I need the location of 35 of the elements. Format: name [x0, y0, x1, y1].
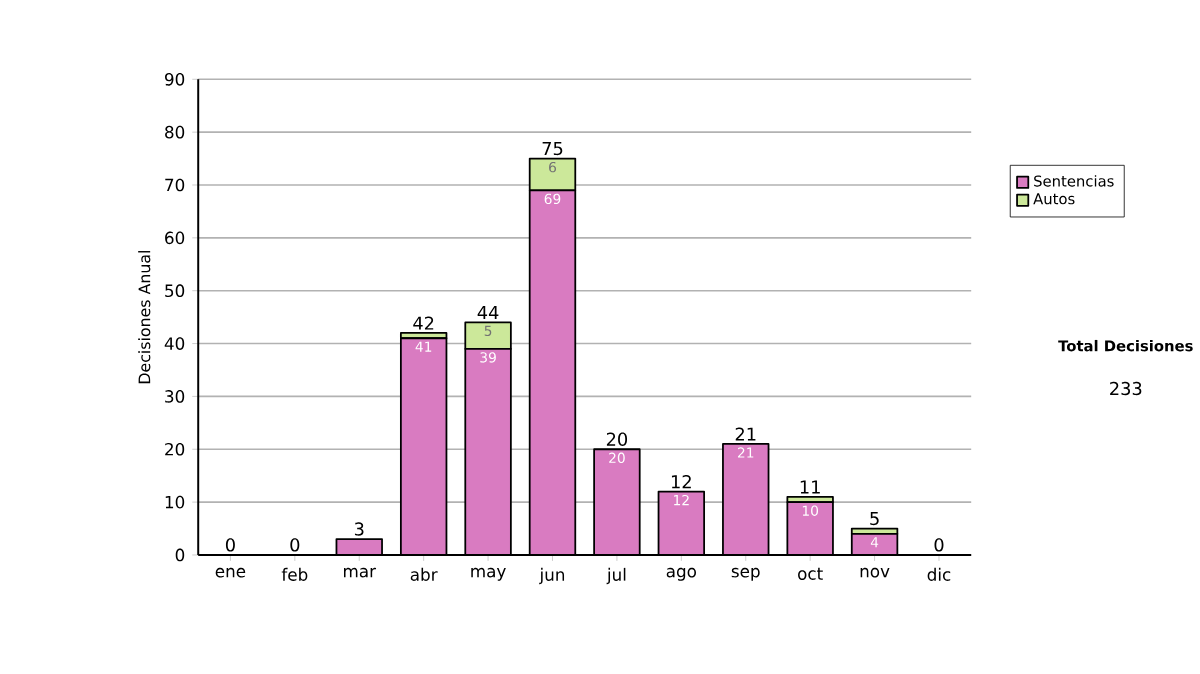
y-tick-label: 60	[165, 231, 185, 245]
total-label: 20	[606, 432, 628, 446]
x-tick-label: jun	[539, 567, 565, 585]
y-tick-label: 10	[165, 495, 185, 509]
total-label: 12	[671, 475, 691, 489]
total-label: 44	[477, 306, 499, 320]
total-label: 0	[934, 538, 944, 552]
x-tick-label: dic	[927, 567, 951, 581]
total-label: 0	[225, 538, 235, 552]
total-label: 3	[354, 522, 364, 536]
y-tick-label: 20	[165, 442, 185, 456]
total-label: 11	[800, 480, 820, 494]
x-tick-label: sep	[731, 567, 760, 581]
x-tick-label: oct	[798, 567, 823, 580]
x-tick-label: may	[471, 567, 506, 581]
y-tick-label: 50	[165, 284, 185, 298]
total-label: 42	[413, 316, 434, 330]
x-tick-label: feb	[281, 567, 308, 581]
x-tick-label: jul	[606, 567, 626, 585]
y-tick-label: 30	[165, 390, 185, 403]
total-label: 75	[542, 142, 563, 156]
x-tick-label: mar	[344, 567, 377, 578]
y-tick-label: 70	[165, 178, 185, 192]
y-tick-label: 80	[165, 125, 185, 139]
total-label: 0	[290, 538, 300, 552]
total-label: 5	[870, 512, 879, 526]
y-tick-label: 0	[175, 548, 185, 562]
text: 233	[1110, 381, 1142, 396]
x-tick-label: nov	[860, 567, 890, 578]
y-tick-label: 40	[164, 337, 185, 350]
y-tick-label: 90	[164, 73, 185, 86]
x-tick-label: ene	[215, 567, 246, 578]
x-tick-label: abr	[410, 567, 438, 581]
x-tick-label: ago	[666, 567, 697, 581]
total-label: 21	[735, 427, 756, 441]
